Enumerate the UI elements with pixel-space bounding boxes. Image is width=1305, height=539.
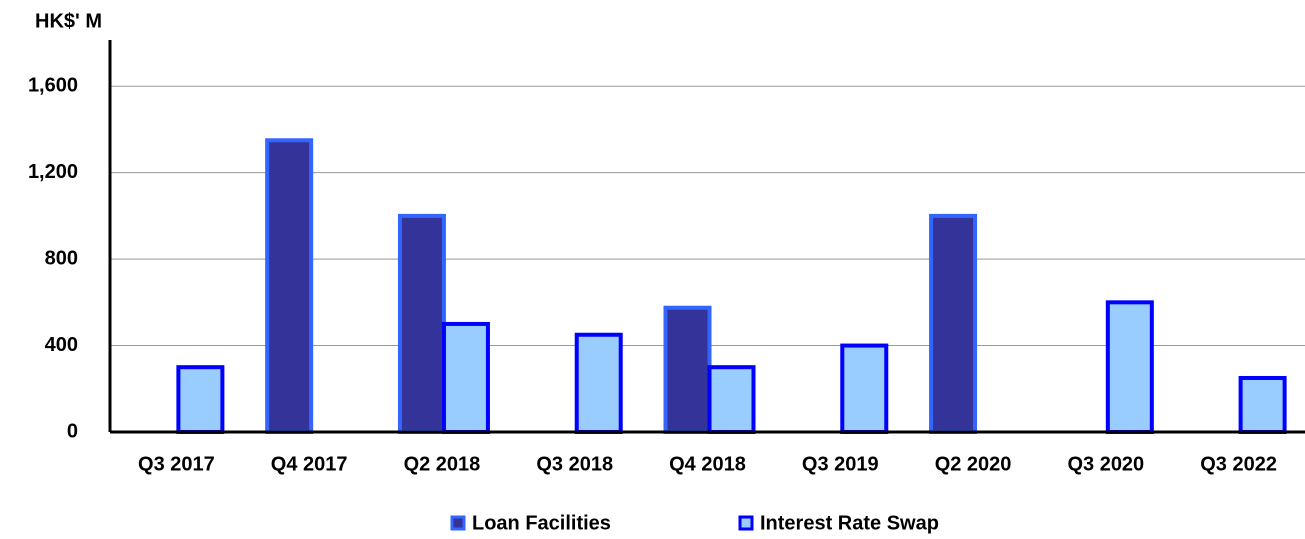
legend-swatch <box>450 515 466 531</box>
y-tick-label: 0 <box>67 420 78 442</box>
legend-label: Loan Facilities <box>472 512 611 534</box>
bar <box>1105 300 1154 435</box>
legend-swatch <box>738 515 754 531</box>
bar <box>663 305 712 434</box>
x-tick-label: Q3 2020 <box>1067 453 1144 475</box>
x-tick-label: Q3 2019 <box>802 453 879 475</box>
y-tick-label: 800 <box>45 247 78 269</box>
bar <box>397 213 446 434</box>
x-tick-label: Q2 2018 <box>404 453 481 475</box>
bar <box>840 343 889 434</box>
bar <box>265 138 314 434</box>
x-tick-label: Q3 2018 <box>536 453 613 475</box>
bar <box>176 365 225 434</box>
y-axis-label: HK$' M <box>35 10 102 32</box>
y-tick-label: 1,600 <box>28 75 78 97</box>
y-tick-label: 1,200 <box>28 161 78 183</box>
x-tick-label: Q4 2018 <box>669 453 746 475</box>
legend-label: Interest Rate Swap <box>760 512 939 534</box>
bar <box>1238 375 1287 435</box>
y-tick-label: 400 <box>45 334 78 356</box>
bar <box>929 213 978 434</box>
bar <box>707 365 756 434</box>
x-tick-label: Q3 2022 <box>1200 453 1277 475</box>
bar <box>574 332 623 434</box>
bar <box>441 321 490 435</box>
x-tick-label: Q3 2017 <box>138 453 215 475</box>
x-tick-label: Q4 2017 <box>271 453 348 475</box>
x-tick-label: Q2 2020 <box>935 453 1012 475</box>
